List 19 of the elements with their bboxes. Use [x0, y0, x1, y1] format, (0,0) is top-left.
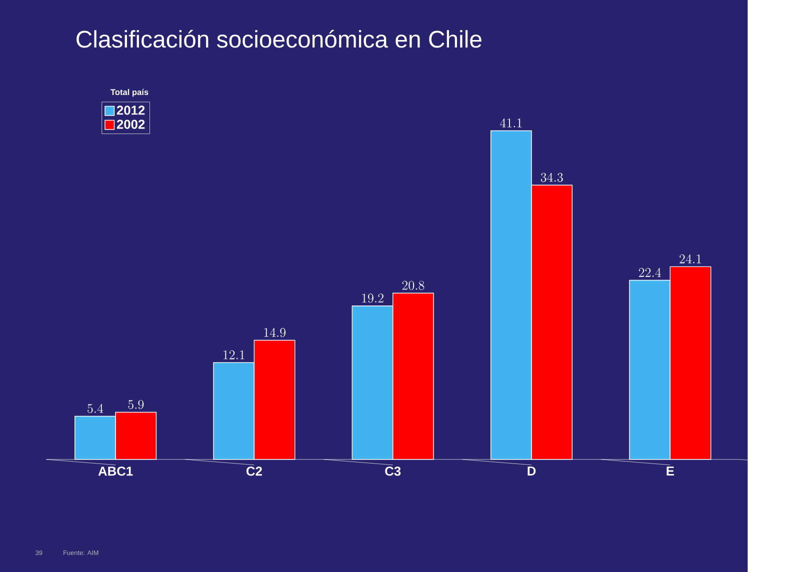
- legend-title: Total país: [110, 88, 148, 97]
- x-tick-label: D: [528, 466, 536, 476]
- x-tick-label: E: [666, 466, 674, 476]
- x-tick-label: C3: [385, 466, 401, 476]
- legend-label: 2002: [116, 120, 145, 129]
- data-label: 12. 1: [224, 350, 244, 360]
- data-label: 34.3: [540, 172, 563, 182]
- data-label: 41 . 1: [500, 118, 522, 128]
- data-label: 5.9: [128, 400, 144, 409]
- data-label: 24. 1: [680, 254, 701, 264]
- data-label: 20.8: [402, 280, 424, 290]
- x-tick-label: C2: [246, 466, 262, 476]
- chart-title: Clasificación socioeconómica en Chile: [76, 30, 482, 48]
- x-tick-label: ABC1: [98, 466, 133, 476]
- data-label: 22.4: [638, 268, 662, 277]
- legend-label: 2012: [116, 106, 145, 115]
- data-label: 19.2: [362, 294, 384, 303]
- data-label: 5.4: [88, 404, 104, 413]
- data-label: 14.9: [264, 328, 286, 338]
